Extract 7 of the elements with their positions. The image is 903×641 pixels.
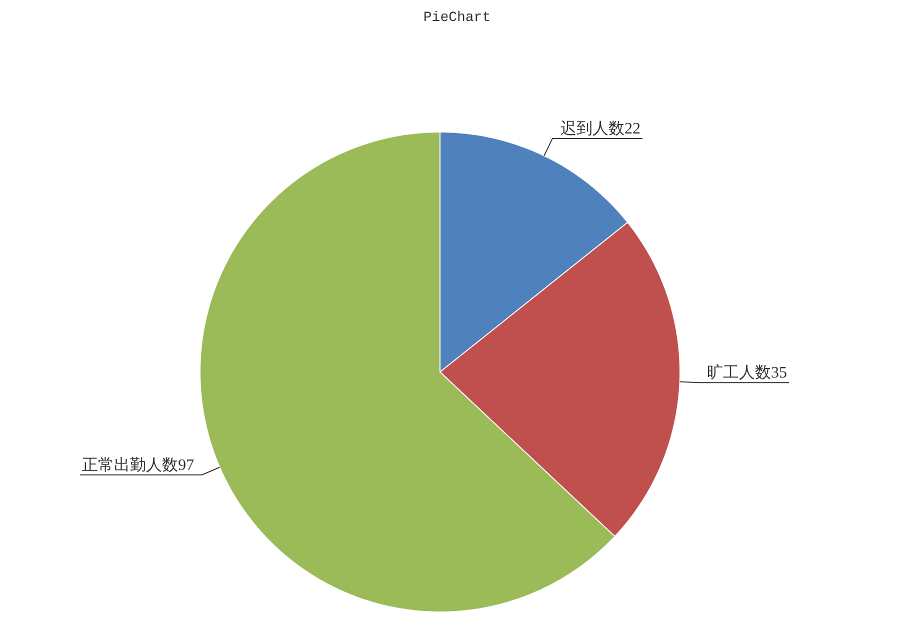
slice-label: 正常出勤人数 [82, 456, 178, 474]
data-label: 97 [178, 456, 194, 474]
data-label: 22 [624, 120, 640, 138]
slice-label: 迟到人数 [560, 119, 624, 138]
data-label: 35 [770, 364, 787, 382]
chart-title: PieChart [423, 10, 491, 26]
slice-label: 旷工人数 [706, 364, 771, 382]
